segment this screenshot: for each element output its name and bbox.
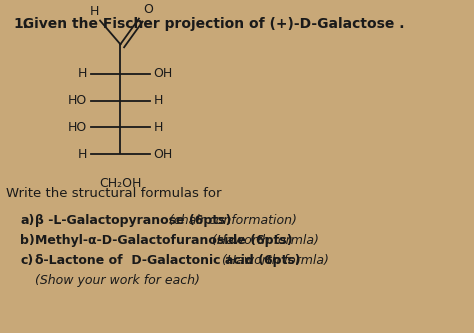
Text: O: O — [143, 3, 153, 16]
Text: (Show your work for each): (Show your work for each) — [35, 274, 200, 287]
Text: Write the structural formulas for: Write the structural formulas for — [6, 187, 221, 200]
Text: Given the Fischer projection of (+)-D-Galactose .: Given the Fischer projection of (+)-D-Ga… — [13, 17, 404, 31]
Text: (Haworth formla): (Haworth formla) — [204, 234, 319, 247]
Text: δ-Lactone of  D-Galactonic acid (6pts): δ-Lactone of D-Galactonic acid (6pts) — [35, 254, 301, 267]
Text: H: H — [90, 5, 99, 18]
Text: H: H — [78, 148, 87, 161]
Text: a): a) — [20, 214, 35, 227]
Text: OH: OH — [154, 68, 173, 81]
Text: H: H — [154, 121, 163, 134]
Text: b): b) — [20, 234, 35, 247]
Text: H: H — [78, 68, 87, 81]
Text: (chair conformation): (chair conformation) — [165, 214, 297, 227]
Text: H: H — [154, 94, 163, 107]
Text: OH: OH — [154, 148, 173, 161]
Text: CH₂OH: CH₂OH — [99, 177, 142, 190]
Text: c): c) — [20, 254, 34, 267]
Text: Methyl-α-D-Galactofuranoside (6pts): Methyl-α-D-Galactofuranoside (6pts) — [35, 234, 293, 247]
Text: β -L-Galactopyranose (6pts): β -L-Galactopyranose (6pts) — [35, 214, 232, 227]
Text: HO: HO — [68, 121, 87, 134]
Text: HO: HO — [68, 94, 87, 107]
Text: (Haworth formla): (Haworth formla) — [218, 254, 329, 267]
Text: 1.: 1. — [13, 17, 28, 31]
